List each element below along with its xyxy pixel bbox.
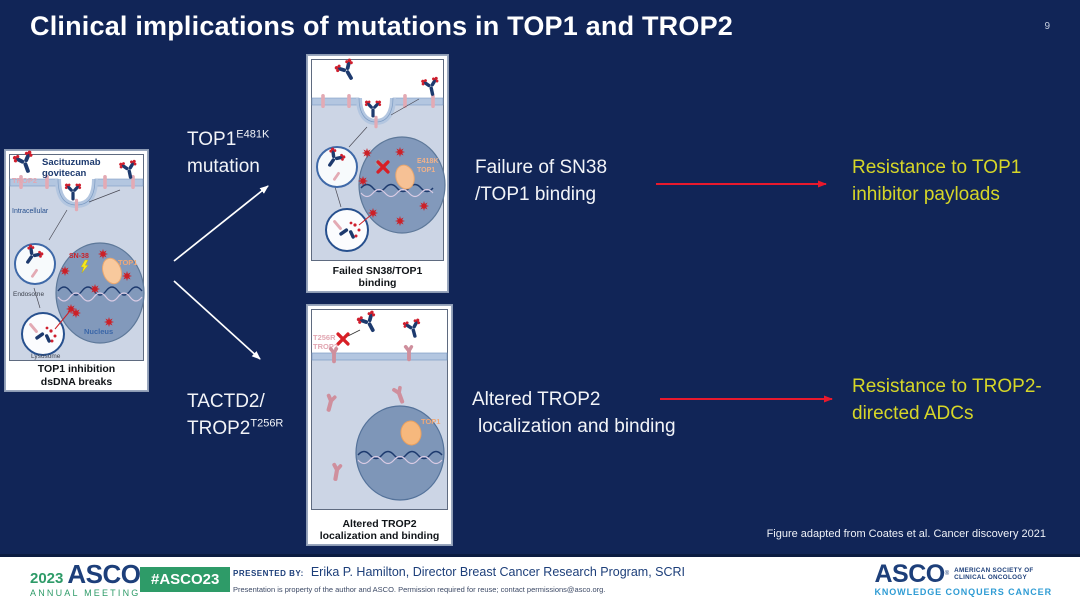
nucleus <box>358 136 446 234</box>
endosome <box>14 241 56 285</box>
nucleus <box>55 242 145 344</box>
figure-caption-line2: binding <box>359 277 397 289</box>
intracellular-label: Intracellular <box>12 208 49 215</box>
disclaimer-text: Presentation is property of the author a… <box>233 585 606 594</box>
asco-wordmark: ASCO <box>67 559 141 589</box>
dna-strand <box>357 455 443 465</box>
top1-label: TOP1 <box>421 417 440 426</box>
figure-altered-trop2: T256R TROP2 TOP1 Altered TROP2 localizat… <box>307 305 452 545</box>
endosome <box>316 144 358 188</box>
pathway1-outcome-text: Resistance to TOP1 inhibitor payloads <box>852 157 1022 205</box>
mutation-label-line2: TOP1 <box>417 167 435 174</box>
sn38-release-line <box>54 310 71 330</box>
figure-caption-line2: localization and binding <box>320 530 440 542</box>
dna-strand <box>357 450 443 460</box>
nucleus-label: Nucleus <box>84 327 113 336</box>
drug-name-line1: Sacituzumab <box>42 157 101 168</box>
white-arrow-down <box>173 280 261 360</box>
pointer-lines <box>33 189 121 309</box>
pathway2-effect-text: Altered TROP2 localization and binding <box>472 389 676 437</box>
figure-credit: Figure adapted from Coates et al. Cancer… <box>766 528 1046 540</box>
trop2-label: TROP2 <box>12 176 37 185</box>
figure-caption-line2: dsDNA breaks <box>41 376 113 388</box>
top1-enzyme <box>400 420 422 446</box>
pointer-lines <box>334 98 420 208</box>
lysosome-label: Lysosome <box>31 353 61 360</box>
dna-strand <box>360 188 434 198</box>
top1-enzyme <box>395 164 415 190</box>
meeting-name: ANNUAL MEETING <box>30 588 141 598</box>
dna-strand <box>360 183 434 193</box>
figure-failed-sn38-top1-binding: E418K TOP1 Failed SN38/TOP1 binding <box>307 55 448 292</box>
top1-label: TOP1 <box>118 258 137 267</box>
dna-strand <box>57 292 143 302</box>
pointer-line <box>347 329 361 337</box>
endosome-label: Endosome <box>13 291 44 298</box>
lysosome <box>21 312 65 356</box>
top1-enzyme <box>102 257 122 285</box>
mutation-label-line1: T256R <box>313 333 336 342</box>
sn38-release-line <box>358 214 372 226</box>
asco-annual-meeting-logo: 2023 ASCO ® ANNUAL MEETING <box>30 559 145 598</box>
registered-mark: ® <box>944 571 950 577</box>
dna-strand <box>57 286 143 296</box>
drug-name-line2: govitecan <box>42 168 87 179</box>
mutation-label-line2: TROP2 <box>313 342 338 351</box>
pathway2-label: TACTD2/ TROP2T256R <box>187 391 284 439</box>
sn38-star <box>66 304 76 314</box>
asco-society-logo: ASCO ® AMERICAN SOCIETY OF CLINICAL ONCO… <box>874 560 1052 598</box>
lysosome <box>325 208 369 252</box>
presented-by-label: PRESENTED BY: <box>233 569 304 578</box>
footer: 2023 ASCO ® ANNUAL MEETING #ASCO23 PRESE… <box>0 554 1080 608</box>
figure-caption-line1: Altered TROP2 <box>342 518 416 530</box>
sn38-label: SN-38 <box>69 253 89 260</box>
pathway1-label: TOP1E481K mutation <box>187 128 270 177</box>
white-arrow-up <box>173 185 269 262</box>
asco-tagline: KNOWLEDGE CONQUERS CANCER <box>874 587 1052 597</box>
page-number: 9 <box>1044 21 1050 32</box>
nucleus <box>355 405 445 501</box>
hashtag-badge: #ASCO23 <box>140 567 231 592</box>
figure-caption-line1: TOP1 inhibition <box>38 363 115 375</box>
cell-membrane <box>311 352 448 361</box>
figure-caption-line1: Failed SN38/TOP1 <box>333 265 423 277</box>
pathway2-outcome-text: Resistance to TROP2- directed ADCs <box>852 376 1042 424</box>
asco-wordmark: ASCO <box>874 560 945 588</box>
meeting-year: 2023 <box>30 570 64 587</box>
mutation-label-line1: E418K <box>417 158 438 165</box>
figure-top1-inhibition: Sacituzumab govitecan TROP2 Intracellula… <box>5 150 148 391</box>
page-title: Clinical implications of mutations in TO… <box>30 11 733 41</box>
society-name: AMERICAN SOCIETY OF CLINICAL ONCOLOGY <box>954 566 1034 582</box>
pathway1-effect-text: Failure of SN38 /TOP1 binding <box>475 157 608 205</box>
presenter-block: PRESENTED BY: Erika P. Hamilton, Directo… <box>233 565 685 594</box>
presenter-name: Erika P. Hamilton, Director Breast Cance… <box>310 565 686 579</box>
